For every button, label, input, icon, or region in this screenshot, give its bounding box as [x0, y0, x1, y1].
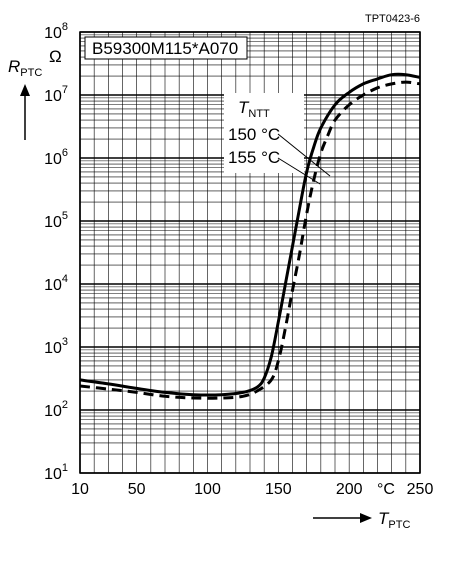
y-tick-exponent: 5 [62, 210, 68, 222]
x-tick-label: 100 [194, 481, 221, 498]
x-label-sub: PTC [388, 519, 410, 531]
x-axis-arrow-head [360, 513, 372, 523]
legend-entry-2: 155 °C [228, 148, 280, 167]
y-tick-exponent: 4 [62, 273, 68, 285]
y-tick-base: 10 [44, 340, 62, 357]
y-tick-exponent: 6 [62, 147, 68, 159]
y-tick-base: 10 [44, 277, 62, 294]
legend: TNTT 150 °C 155 °C [224, 93, 331, 185]
y-tick-label: 107 [44, 84, 68, 105]
legend-title: TNTT [238, 98, 270, 120]
plot-frame [79, 31, 421, 474]
y-tick-label: 108 [44, 21, 68, 42]
legend-pointer-1 [277, 133, 331, 177]
y-tick-base: 10 [44, 466, 62, 483]
y-label-sub: PTC [20, 67, 42, 79]
y-tick-exponent: 7 [62, 84, 68, 96]
y-unit: Ω [49, 47, 62, 66]
y-axis-arrow-head [20, 84, 30, 96]
x-axis-label: °C TPTC [313, 481, 410, 531]
y-tick-label: 101 [44, 462, 68, 483]
y-tick-label: 104 [44, 273, 68, 294]
y-tick-label: 103 [44, 336, 68, 357]
y-tick-label: 102 [44, 399, 68, 420]
y-tick-base: 10 [44, 151, 62, 168]
y-tick-exponent: 2 [62, 399, 68, 411]
part-number-box: B59300M115*A070 [84, 36, 248, 60]
y-tick-base: 10 [44, 214, 62, 231]
x-tick-label: 150 [265, 481, 292, 498]
y-tick-label: 106 [44, 147, 68, 168]
legend-title-sub: NTT [248, 108, 270, 120]
x-tick-label: 50 [128, 481, 146, 498]
y-tick-exponent: 8 [62, 21, 68, 33]
legend-title-main: T [238, 98, 250, 117]
x-tick-label: 10 [71, 481, 89, 498]
part-number: B59300M115*A070 [92, 39, 238, 58]
legend-pointer-2 [277, 157, 321, 185]
curves [79, 72, 421, 400]
series-line-1 [79, 72, 421, 397]
y-tick-exponent: 3 [62, 336, 68, 348]
x-unit: °C [377, 481, 395, 498]
svg-text:TPTC: TPTC [378, 509, 410, 531]
x-tick-labels: 10 50 100 150 200 250 [71, 481, 433, 498]
y-tick-base: 10 [44, 25, 62, 42]
x-tick-label: 250 [407, 481, 434, 498]
y-tick-label: 105 [44, 210, 68, 231]
x-label-main: T [378, 509, 390, 528]
y-tick-exponent: 1 [62, 462, 68, 474]
legend-entry-1: 150 °C [228, 125, 280, 144]
y-label-main: R [8, 57, 20, 76]
figure-id: TPT0423-6 [365, 13, 420, 25]
x-tick-label: 200 [336, 481, 363, 498]
y-tick-base: 10 [44, 403, 62, 420]
svg-text:RPTC: RPTC [8, 57, 42, 79]
y-tick-base: 10 [44, 88, 62, 105]
y-axis-label: RPTC Ω [8, 47, 62, 140]
series-line-2 [79, 80, 421, 400]
